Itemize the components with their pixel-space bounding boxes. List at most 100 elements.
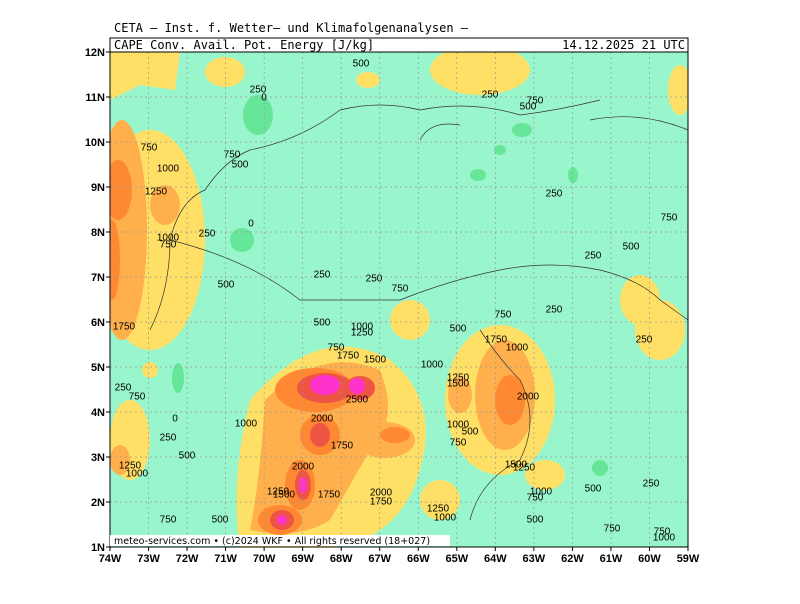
- contour-label: 2500: [346, 395, 369, 406]
- contour-label: 750: [527, 96, 544, 107]
- contour-label: 1250: [513, 463, 536, 474]
- cape-field: [110, 52, 688, 547]
- lon-label: 64W: [484, 553, 507, 565]
- contour-label: 750: [661, 213, 678, 224]
- contour-label: 750: [129, 392, 146, 403]
- contour-label: 1000: [157, 233, 180, 244]
- contour-label: 500: [314, 318, 331, 329]
- contour-label: 250: [643, 479, 660, 490]
- contour-label: 750: [160, 240, 177, 251]
- contour-label: 1000: [157, 164, 180, 175]
- contour-label: 1000: [126, 469, 149, 480]
- graticule: [106, 51, 689, 551]
- contour-label: 1500: [505, 460, 528, 471]
- contour-label: 1750: [337, 351, 360, 362]
- contour-label: 500: [527, 515, 544, 526]
- contour-label: 1000: [421, 360, 444, 371]
- contour-label: 1750: [485, 335, 508, 346]
- lat-label: 7N: [91, 272, 105, 284]
- lat-label: 3N: [91, 452, 105, 464]
- lat-label: 8N: [91, 227, 105, 239]
- contour-label: 250: [314, 270, 331, 281]
- contour-label: 250: [585, 251, 602, 262]
- contour-label: 1750: [318, 490, 341, 501]
- contour-label: 1250: [447, 373, 470, 384]
- contour-label: 750: [527, 493, 544, 504]
- contour-label: 2000: [370, 488, 393, 499]
- contour-label: 750: [141, 143, 158, 154]
- contour-label: 1000: [434, 513, 457, 524]
- contour-label: 2000: [292, 462, 315, 473]
- contour-label: 1250: [351, 328, 374, 339]
- lat-label: 11N: [85, 92, 105, 104]
- contour-label: 1000: [351, 322, 374, 333]
- contour-label: 500: [520, 102, 537, 113]
- contour-label: 500: [585, 484, 602, 495]
- contour-label: 2000: [311, 414, 334, 425]
- lon-label: 69W: [291, 553, 314, 565]
- lon-label: 68W: [330, 553, 353, 565]
- lon-label: 67W: [368, 553, 391, 565]
- lon-label: 63W: [523, 553, 546, 565]
- contour-label: 0: [261, 93, 267, 104]
- header-line: CETA — Inst. f. Wetter— und Klimafolgena…: [114, 21, 469, 35]
- coastline: [149, 99, 688, 521]
- lon-label: 66W: [407, 553, 430, 565]
- contour-label: 1500: [364, 355, 387, 366]
- lat-label: 6N: [91, 317, 105, 329]
- contour-label: 250: [546, 305, 563, 316]
- contour-label: 250: [546, 189, 563, 200]
- lat-label: 2N: [91, 497, 105, 509]
- lon-label: 74W: [99, 553, 122, 565]
- lat-label: 10N: [85, 137, 105, 149]
- contour-label: 1250: [119, 461, 142, 472]
- lon-label: 65W: [445, 553, 468, 565]
- contour-label: 250: [115, 383, 132, 394]
- contour-label: 750: [604, 524, 621, 535]
- contour-label: 250: [636, 335, 653, 346]
- contour-label: 500: [218, 280, 235, 291]
- contour-label: 1750: [113, 322, 136, 333]
- contour-label: 1250: [145, 187, 168, 198]
- contour-label: 1750: [370, 497, 393, 508]
- lon-label: 72W: [176, 553, 199, 565]
- lon-label: 73W: [137, 553, 160, 565]
- footer-box: [110, 535, 450, 546]
- contour-label: 1500: [447, 379, 470, 390]
- contour-label: 500: [179, 451, 196, 462]
- contour-label: 500: [353, 59, 370, 70]
- contour-label: 1500: [273, 490, 296, 501]
- contour-label: 0: [248, 219, 254, 230]
- contour-label: 500: [450, 324, 467, 335]
- lon-label: 59W: [677, 553, 700, 565]
- contour-label: 750: [392, 284, 409, 295]
- contour-label: 750: [160, 515, 177, 526]
- lon-label: 70W: [253, 553, 276, 565]
- contour-label: 1000: [530, 487, 553, 498]
- lon-label: 61W: [600, 553, 623, 565]
- contour-label: 2000: [517, 392, 540, 403]
- lat-label: 9N: [91, 182, 105, 194]
- contour-label: 500: [232, 160, 249, 171]
- contour-label: 250: [250, 85, 267, 96]
- contour-label: 500: [623, 242, 640, 253]
- lon-label: 62W: [561, 553, 584, 565]
- contour-label: 1000: [235, 419, 258, 430]
- contour-label: 250: [199, 229, 216, 240]
- contour-label: 0: [172, 414, 178, 425]
- contour-label: 1000: [506, 343, 529, 354]
- contour-label: 1250: [427, 504, 450, 515]
- date: 14.12.2025 21 UTC: [562, 38, 685, 52]
- contour-label: 1250: [267, 487, 290, 498]
- footer: meteo-services.com • (c)2024 WKF • All r…: [114, 536, 430, 547]
- lat-label: 4N: [91, 407, 105, 419]
- contour-label: 250: [160, 433, 177, 444]
- contour-label: 750: [328, 343, 345, 354]
- title: CAPE Conv. Avail. Pot. Energy [J/kg]: [114, 38, 374, 52]
- contour-label: 250: [482, 90, 499, 101]
- lat-label: 1N: [91, 542, 105, 554]
- map-frame: [109, 51, 689, 548]
- contour-label: 1750: [331, 441, 354, 452]
- lat-label: 12N: [85, 47, 105, 59]
